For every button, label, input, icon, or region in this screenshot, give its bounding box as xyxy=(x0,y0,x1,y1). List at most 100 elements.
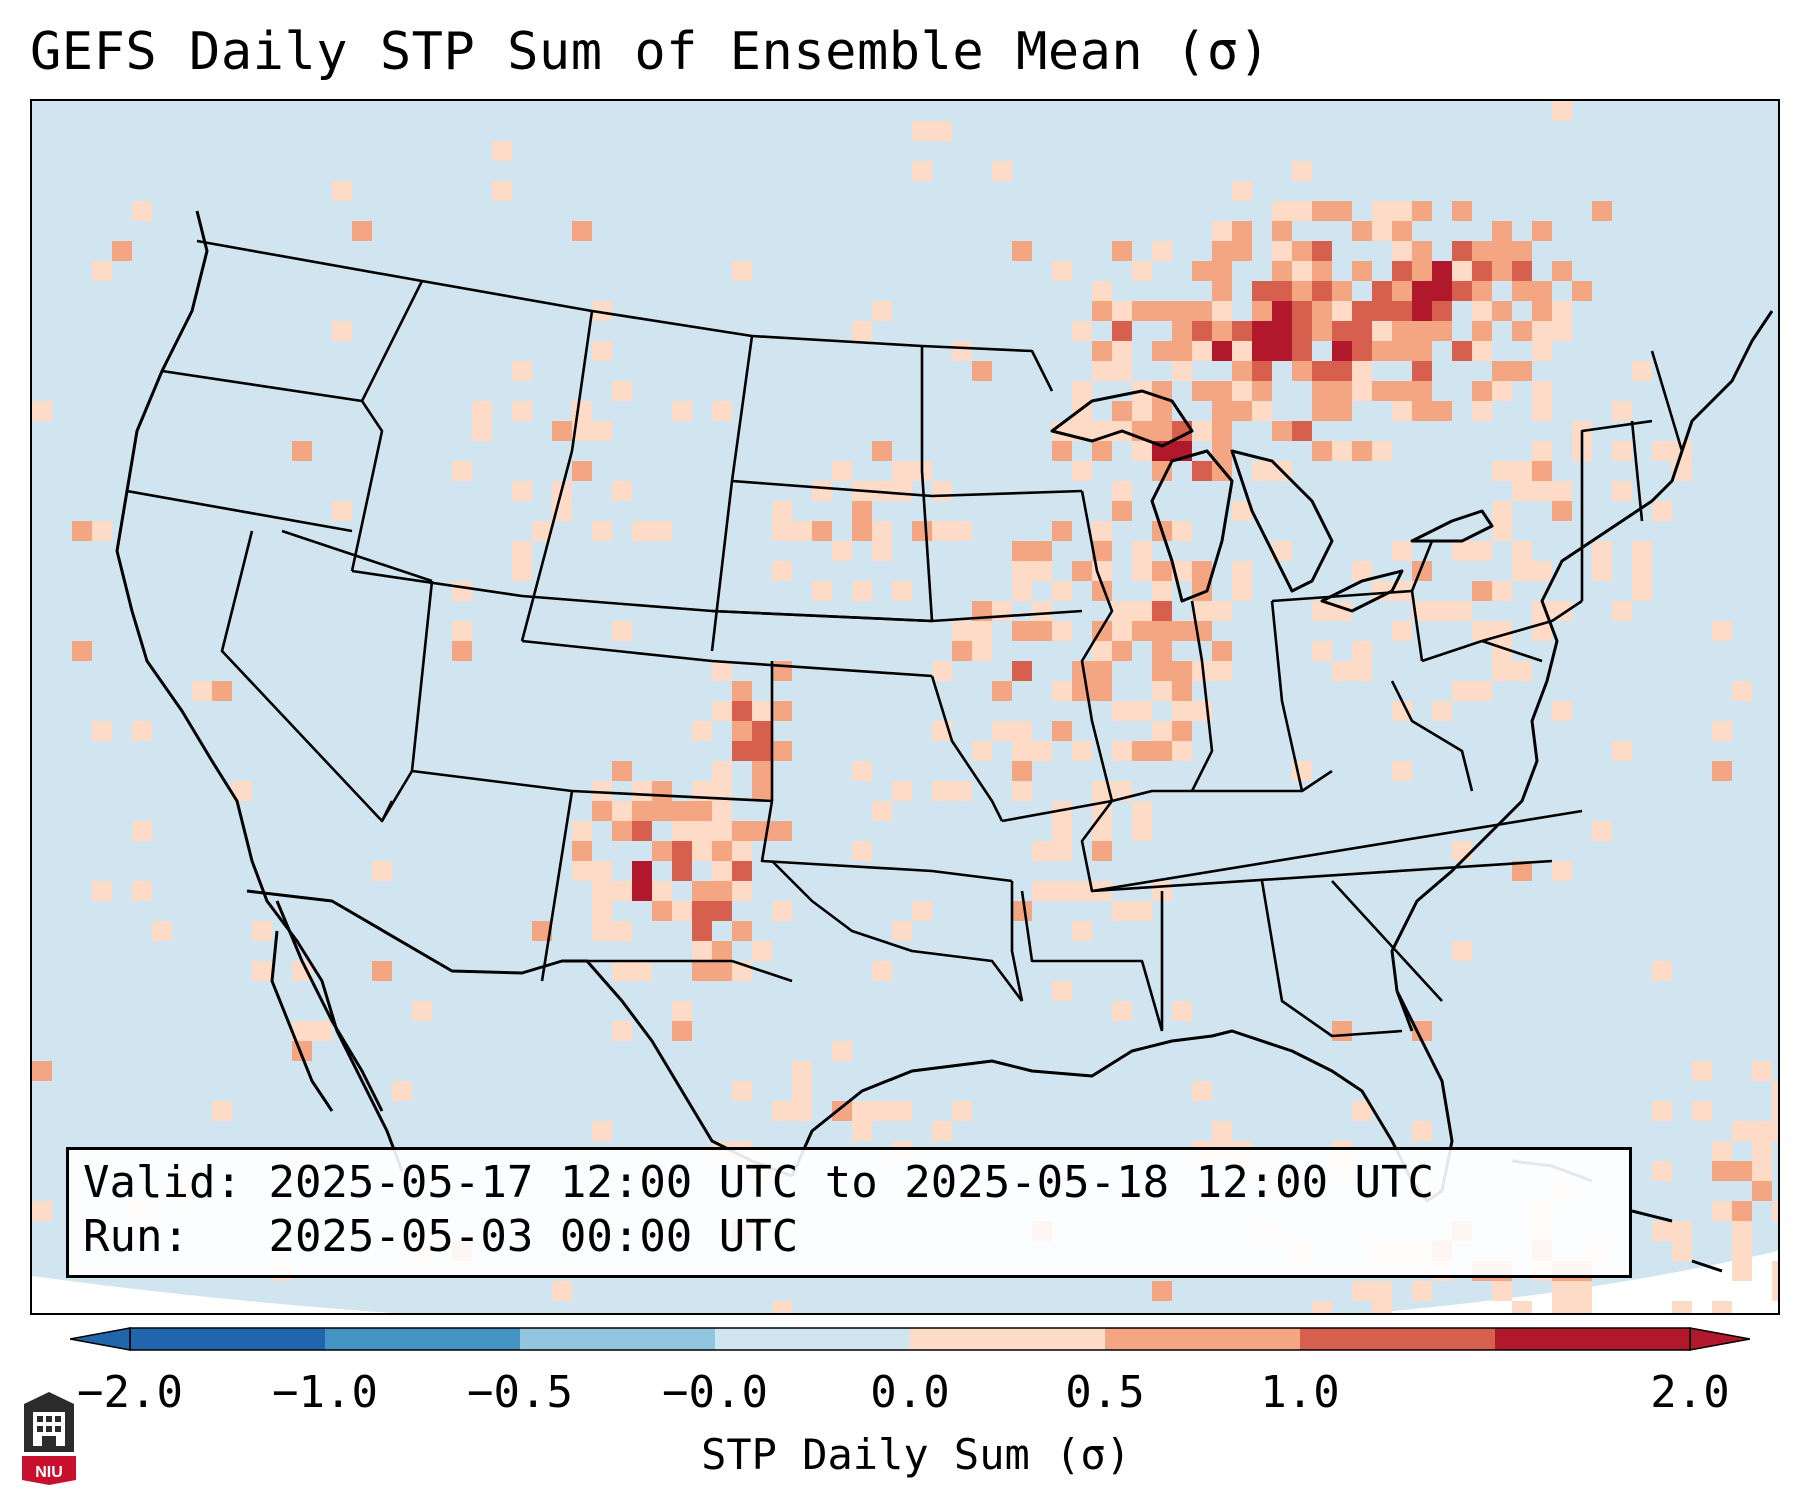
stp-cell xyxy=(1512,261,1532,281)
stp-cell xyxy=(1372,281,1392,301)
colorbar-segment xyxy=(1495,1328,1691,1350)
colorbar-segments xyxy=(70,1327,1750,1351)
stp-cell xyxy=(1552,601,1572,621)
stp-cell xyxy=(1512,321,1532,341)
stp-cell xyxy=(1532,301,1552,321)
stp-cell xyxy=(512,361,532,381)
colorbar-label: STP Daily Sum (σ) xyxy=(701,1430,1131,1479)
stp-cell xyxy=(1052,581,1072,601)
stp-cell xyxy=(1572,281,1592,301)
stp-cell xyxy=(1012,241,1032,261)
stp-cell xyxy=(1132,401,1152,421)
stp-cell xyxy=(1052,681,1072,701)
stp-cell xyxy=(632,801,652,821)
stp-cell xyxy=(1352,1101,1372,1121)
stp-cell xyxy=(1212,381,1232,401)
stp-cell xyxy=(712,401,732,421)
stp-cell xyxy=(192,681,212,701)
stp-cell xyxy=(32,401,52,421)
stp-cell xyxy=(252,921,272,941)
stp-cell xyxy=(1752,1141,1772,1161)
stp-cell xyxy=(712,841,732,861)
stp-cell xyxy=(1492,581,1512,601)
stp-cell xyxy=(852,501,872,521)
stp-cell xyxy=(1532,441,1552,461)
colorbar-segment xyxy=(910,1328,1106,1350)
stp-cell xyxy=(1152,301,1172,321)
stp-cell xyxy=(1232,381,1252,401)
stp-cell xyxy=(1512,661,1532,681)
stp-cell xyxy=(1132,561,1152,581)
stp-cell xyxy=(672,861,692,881)
stp-cell xyxy=(892,481,912,501)
valid-label: Valid: xyxy=(83,1157,242,1208)
stp-cell xyxy=(1552,701,1572,721)
stp-cell xyxy=(1472,381,1492,401)
stp-cell xyxy=(1352,221,1372,241)
stp-cell xyxy=(892,1101,912,1121)
stp-cell xyxy=(1732,1241,1752,1261)
stp-cell xyxy=(1092,361,1112,381)
stp-cell xyxy=(712,881,732,901)
stp-cell xyxy=(672,1001,692,1021)
stp-cell xyxy=(552,1281,572,1301)
stp-cell xyxy=(712,821,732,841)
stp-cell xyxy=(1052,521,1072,541)
stp-cell xyxy=(1332,301,1352,321)
stp-cell xyxy=(1132,301,1152,321)
stp-cell xyxy=(712,661,732,681)
stp-cell xyxy=(1452,541,1472,561)
colorbar-outline xyxy=(129,1327,1691,1351)
stp-cell xyxy=(1532,341,1552,361)
stp-cell xyxy=(1552,1281,1572,1301)
stp-cell xyxy=(92,721,112,741)
stp-cell xyxy=(732,701,752,721)
colorbar-segment xyxy=(1105,1328,1301,1350)
stp-cell xyxy=(1732,1261,1752,1281)
stp-cell xyxy=(1052,981,1072,1001)
stp-cell xyxy=(72,521,92,541)
stp-cell xyxy=(1072,461,1092,481)
stp-cell xyxy=(1692,1061,1712,1081)
stp-cell xyxy=(1372,1301,1392,1313)
stp-cell xyxy=(1232,361,1252,381)
map-title: GEFS Daily STP Sum of Ensemble Mean (σ) xyxy=(30,22,1271,82)
stp-cell xyxy=(132,721,152,741)
stp-cell xyxy=(1052,881,1072,901)
stp-cell xyxy=(852,321,872,341)
stp-cell xyxy=(712,861,732,881)
stp-cell xyxy=(1092,841,1112,861)
stp-cell xyxy=(1652,961,1672,981)
stp-cell xyxy=(1412,241,1432,261)
stp-cell xyxy=(1472,301,1492,321)
stp-cell xyxy=(1612,441,1632,461)
stp-cell xyxy=(1012,781,1032,801)
stp-cell xyxy=(912,121,932,141)
stp-cell xyxy=(1112,301,1132,321)
stp-cell xyxy=(1152,601,1172,621)
stp-cell xyxy=(832,1101,852,1121)
stp-cell xyxy=(1552,301,1572,321)
stp-cell xyxy=(1312,361,1332,381)
stp-cell xyxy=(912,901,932,921)
stp-cell xyxy=(1092,661,1112,681)
stp-cell xyxy=(1412,381,1432,401)
stp-cell xyxy=(1112,501,1132,521)
stp-cell xyxy=(1372,381,1392,401)
stp-cell xyxy=(772,901,792,921)
stp-cell xyxy=(832,541,852,561)
stp-cell xyxy=(1212,261,1232,281)
stp-cell xyxy=(312,1021,332,1041)
stp-cell xyxy=(212,681,232,701)
stp-cell xyxy=(712,961,732,981)
stp-cell xyxy=(1092,641,1112,661)
stp-cell xyxy=(1392,201,1412,221)
stp-cell xyxy=(792,521,812,541)
stp-cell xyxy=(1592,541,1612,561)
stp-cell xyxy=(1292,161,1312,181)
stp-cell xyxy=(532,521,552,541)
stp-cell xyxy=(852,581,872,601)
map-frame[interactable] xyxy=(30,99,1780,1315)
stp-cell xyxy=(1272,261,1292,281)
stp-cell xyxy=(772,741,792,761)
